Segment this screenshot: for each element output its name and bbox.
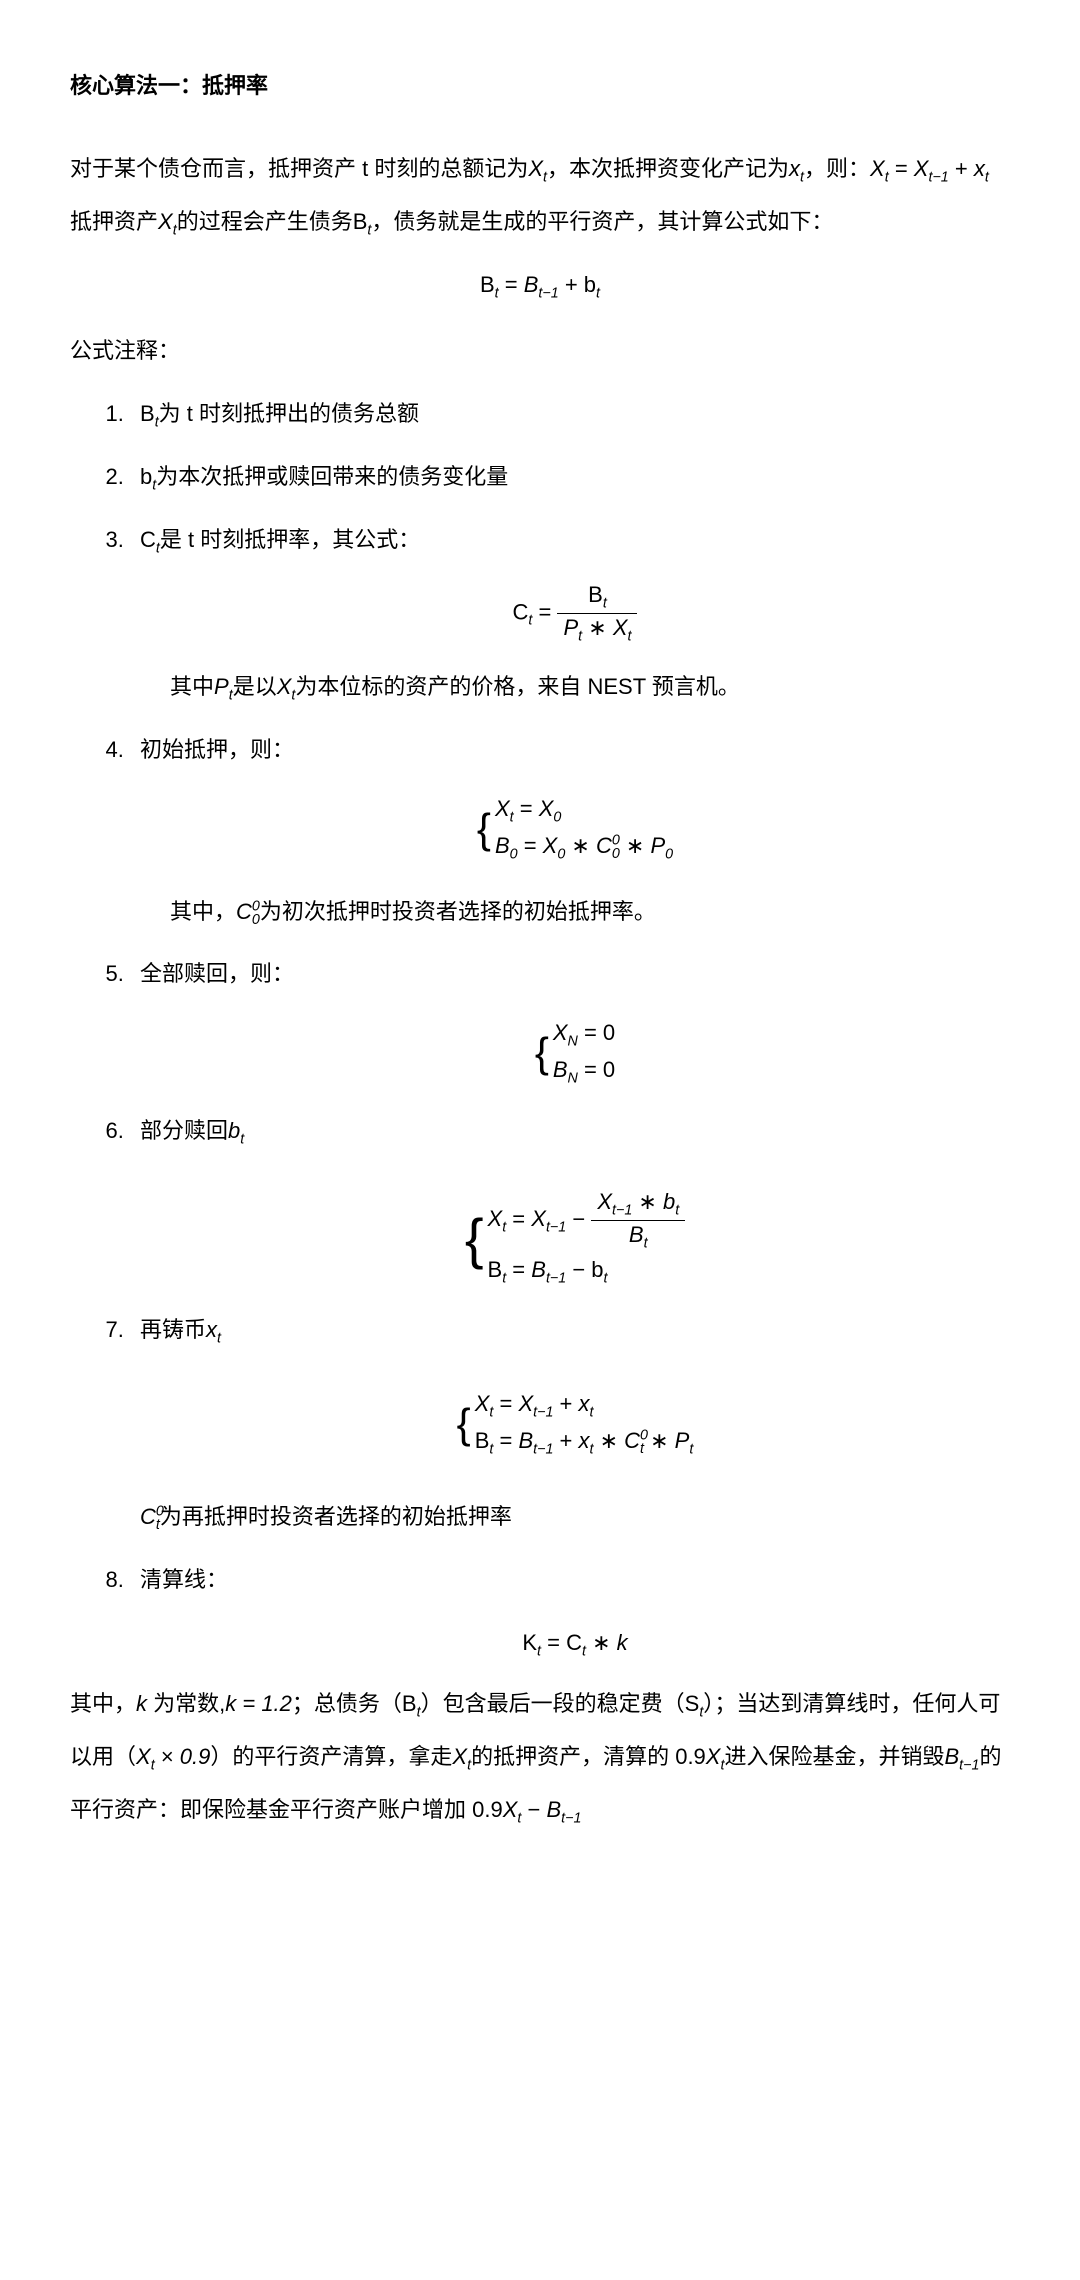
list-item-7: 再铸币xt { Xt = Xt−1 + xt Bt = Bt−1 + xt ∗ …	[130, 1304, 1010, 1543]
li3-note: 其中Pt是以Xt为本位标的资产的价格，来自 NEST 预言机。	[170, 661, 1010, 714]
list-item-6: 部分赎回bt { Xt = Xt−1 − Xt−1 ∗ btBt Bt = Bt…	[130, 1105, 1010, 1290]
li7-note: C0t为再抵押时投资者选择的初始抵押率	[140, 1491, 1010, 1544]
formula-bt: Bt = Bt−1 + bt	[70, 268, 1010, 305]
formula-partial: { Xt = Xt−1 − Xt−1 ∗ btBt Bt = Bt−1 − bt	[140, 1188, 1010, 1290]
list-item-2: bt为本次抵押或赎回带来的债务变化量	[130, 451, 1010, 504]
formula-note-label: 公式注释：	[70, 325, 1010, 378]
formula-redeem-all: { XN = 0 BN = 0	[140, 1016, 1010, 1090]
formula-initial: { Xt = X0 B0 = X0 ∗ C00 ∗ P0	[140, 792, 1010, 866]
paragraph-end: 其中，k 为常数,k = 1.2；总债务（Bt）包含最后一段的稳定费（St）；当…	[70, 1678, 1010, 1836]
ordered-list: Bt为 t 时刻抵押出的债务总额 bt为本次抵押或赎回带来的债务变化量 Ct是 …	[70, 388, 1010, 1663]
paragraph-1: 对于某个债仓而言，抵押资产 t 时刻的总额记为Xt，本次抵押资变化产记为xt，则…	[70, 143, 1010, 196]
list-item-5: 全部赎回，则： { XN = 0 BN = 0	[130, 948, 1010, 1089]
list-item-1: Bt为 t 时刻抵押出的债务总额	[130, 388, 1010, 441]
list-item-8: 清算线： Kt = Ct ∗ k	[130, 1554, 1010, 1664]
formula-remint: { Xt = Xt−1 + xt Bt = Bt−1 + xt ∗ C0t ∗ …	[140, 1387, 1010, 1461]
formula-liquidation: Kt = Ct ∗ k	[140, 1626, 1010, 1663]
li4-note: 其中，C00为初次抵押时投资者选择的初始抵押率。	[170, 886, 1010, 939]
algorithm-title: 核心算法一：抵押率	[70, 60, 1010, 113]
list-item-3: Ct是 t 时刻抵押率，其公式： Ct = BtPt ∗ Xt 其中Pt是以Xt…	[130, 514, 1010, 715]
formula-ct: Ct = BtPt ∗ Xt	[140, 581, 1010, 646]
list-item-4: 初始抵押，则： { Xt = X0 B0 = X0 ∗ C00 ∗ P0 其中，…	[130, 724, 1010, 938]
paragraph-2: 抵押资产Xt的过程会产生债务Bt，债务就是生成的平行资产，其计算公式如下：	[70, 196, 1010, 249]
